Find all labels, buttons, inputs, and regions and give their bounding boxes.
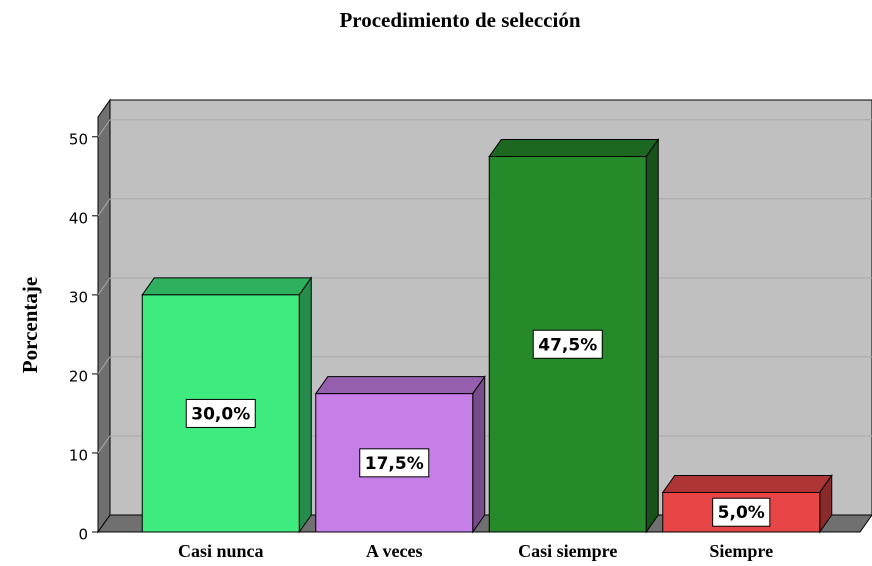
left-wall — [97, 98, 111, 534]
bar-side — [645, 137, 659, 534]
y-axis-label: Porcentaje — [18, 277, 42, 373]
y-tick-label: 40 — [69, 209, 88, 227]
bar-top — [141, 277, 313, 296]
bar-top — [661, 474, 833, 493]
x-tick-label: A veces — [366, 541, 422, 561]
grid-line — [97, 277, 111, 296]
bar-top — [488, 139, 660, 158]
y-tick-label: 50 — [69, 130, 88, 148]
grid-line — [97, 198, 111, 217]
value-label-box — [712, 497, 771, 527]
bar-side — [472, 375, 486, 534]
x-tick-label: Casi nunca — [178, 541, 264, 561]
y-tick-label: 10 — [69, 446, 88, 464]
y-tick-label: 0 — [78, 526, 88, 544]
value-label-box — [532, 329, 603, 359]
bar-top — [314, 376, 486, 395]
value-label: 5,0% — [718, 503, 765, 523]
value-label: 47,5% — [538, 335, 597, 355]
grid-line — [97, 356, 111, 375]
value-label-box — [359, 448, 430, 478]
x-tick-label: Casi siempre — [518, 541, 617, 561]
grid-line — [97, 119, 111, 138]
grid-line — [97, 435, 111, 454]
value-label: 17,5% — [365, 454, 424, 474]
x-tick-label: Siempre — [709, 541, 773, 561]
value-label-box — [185, 398, 256, 428]
y-tick-label: 30 — [69, 288, 88, 306]
y-tick-label: 20 — [69, 367, 88, 385]
bar-side — [298, 276, 312, 534]
chart-title: Procedimiento de selección — [339, 8, 580, 32]
value-label: 30,0% — [191, 404, 250, 424]
